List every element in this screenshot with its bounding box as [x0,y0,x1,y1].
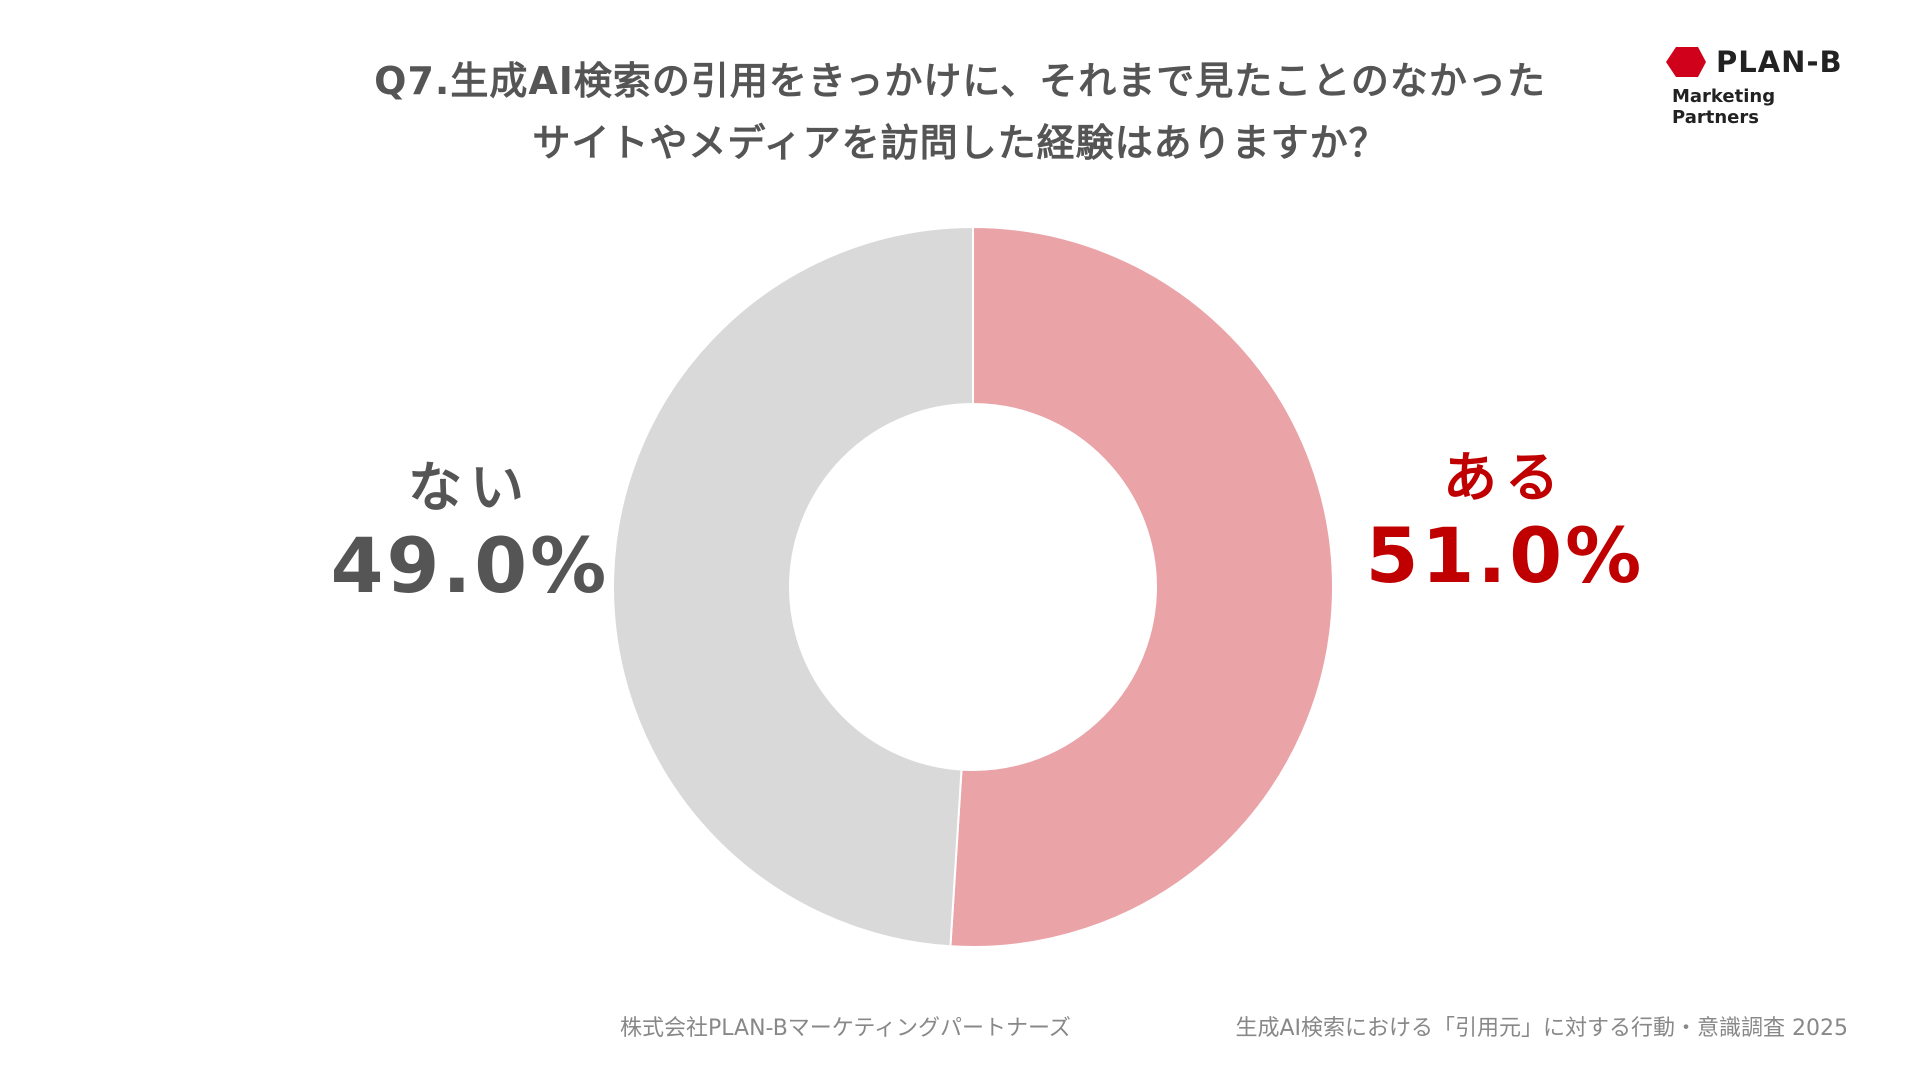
donut-slice-yes [949,225,1334,948]
logo-subtitle: Marketing Partners [1672,86,1776,128]
logo-name: PLAN-B [1716,45,1843,79]
value-label-yes: 51.0% [1365,511,1645,600]
chart-title: Q7.生成AI検索の引用をきっかけに、それまで見たことのなかった サイトやメディ… [0,50,1920,174]
label-no: ない 49.0% [330,455,610,611]
footer-company: 株式会社PLAN-Bマーケティングパートナーズ [620,1016,1071,1041]
donut-slice-no [612,225,974,948]
category-label-no: ない [408,456,532,519]
value-label-no: 49.0% [330,521,610,610]
category-label-yes: ある [1443,446,1567,509]
title-line-2: サイトやメディアを訪問した経験はありますか？ [532,121,1388,165]
brand-logo: PLAN-B Marketing Partners [1666,44,1866,128]
footer-survey-name: 生成AI検索における「引用元」に対する行動・意識調査 2025 [1235,1016,1848,1041]
label-yes: ある 51.0% [1355,445,1655,601]
logo-mark-icon [1666,47,1706,77]
title-line-1: Q7.生成AI検索の引用をきっかけに、それまで見たことのなかった [374,59,1546,103]
